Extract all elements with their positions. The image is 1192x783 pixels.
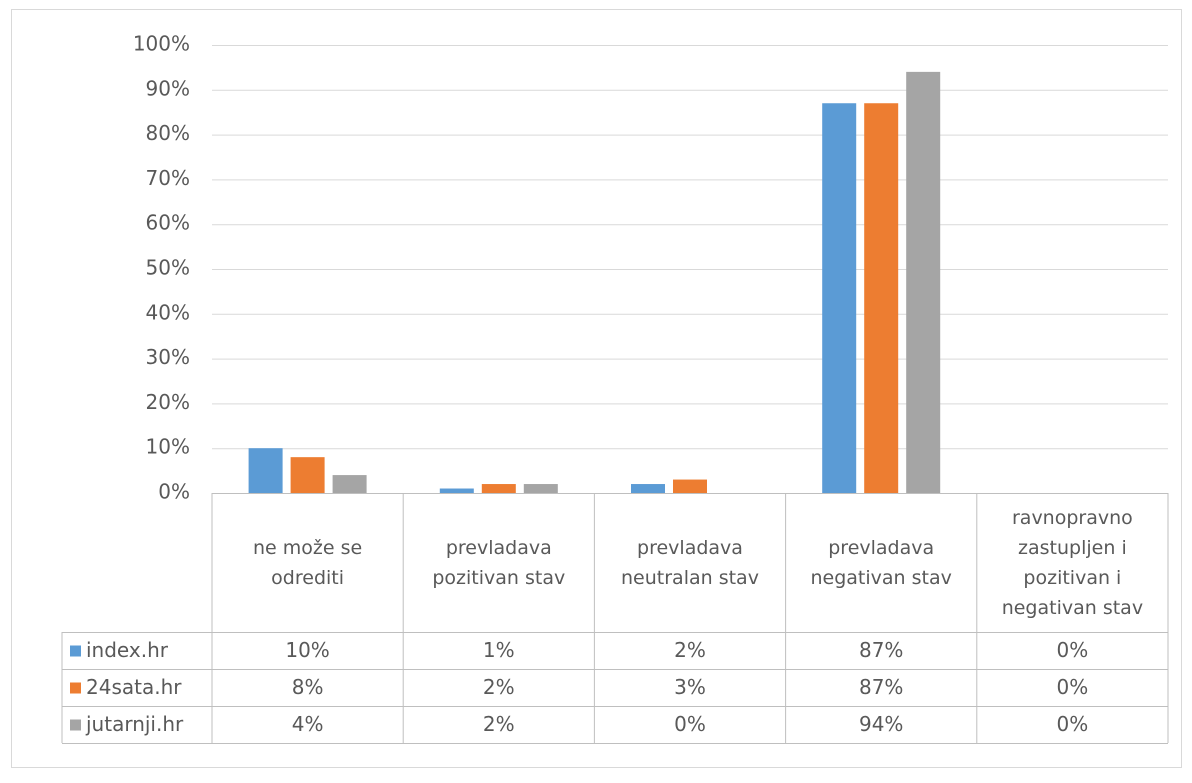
table-value: 4% — [292, 712, 324, 736]
chart-border — [11, 9, 1182, 768]
y-tick-label: 20% — [146, 390, 190, 414]
table-value: 3% — [674, 675, 706, 699]
category-cell: prevladava neutralan stav — [621, 536, 759, 589]
bar — [906, 71, 941, 493]
table-value: 0% — [1057, 638, 1089, 662]
y-tick-label: 70% — [146, 166, 190, 190]
y-tick-label: 0% — [158, 480, 190, 504]
table-value: 2% — [483, 712, 515, 736]
legend-label: 24sata.hr — [86, 675, 182, 699]
category-cell: ne može se odrediti — [252, 536, 363, 589]
x-tick-label: prevladava pozitivan stav — [432, 536, 566, 589]
table-value: 10% — [285, 638, 329, 662]
x-tick-label: prevladava negativan stav — [810, 536, 952, 589]
category-cell: prevladava pozitivan stav — [432, 536, 566, 589]
x-tick-label: ne može se odrediti — [252, 536, 363, 589]
table-value: 2% — [483, 675, 515, 699]
bar — [673, 479, 707, 493]
table-value: 8% — [292, 675, 324, 699]
bar — [248, 448, 283, 493]
bar — [631, 484, 665, 493]
y-tick-label: 50% — [146, 256, 190, 280]
y-tick-label: 40% — [146, 300, 190, 324]
y-tick-label: 10% — [146, 435, 190, 459]
bar — [332, 475, 367, 493]
table-value: 0% — [1057, 675, 1089, 699]
legend-swatch — [70, 719, 81, 731]
legend-swatch — [70, 682, 81, 694]
table-value: 0% — [1057, 712, 1089, 736]
y-tick-label: 100% — [133, 32, 190, 56]
legend-label: jutarnji.hr — [85, 712, 184, 736]
y-tick-label: 60% — [146, 211, 190, 235]
y-tick-label: 90% — [146, 76, 190, 100]
x-tick-label: prevladava neutralan stav — [621, 536, 759, 589]
bar — [523, 484, 558, 493]
legend-swatch — [70, 645, 81, 657]
category-cell: prevladava negativan stav — [810, 536, 952, 589]
table-value: 0% — [674, 712, 706, 736]
y-tick-label: 80% — [146, 121, 190, 145]
bar — [822, 103, 857, 494]
table-value: 87% — [859, 675, 903, 699]
y-tick-label: 30% — [146, 345, 190, 369]
table-value: 87% — [859, 638, 903, 662]
x-tick-label: ravnopravno zastupljen i pozitivan i neg… — [1001, 506, 1144, 619]
legend-label: index.hr — [86, 638, 169, 662]
bar — [439, 488, 474, 493]
bar — [290, 457, 325, 493]
table-value: 94% — [859, 712, 903, 736]
bar — [481, 484, 516, 493]
table-value: 1% — [483, 638, 515, 662]
table-value: 2% — [674, 638, 706, 662]
bar — [864, 103, 899, 494]
category-cell: ravnopravno zastupljen i pozitivan i neg… — [1001, 506, 1144, 619]
